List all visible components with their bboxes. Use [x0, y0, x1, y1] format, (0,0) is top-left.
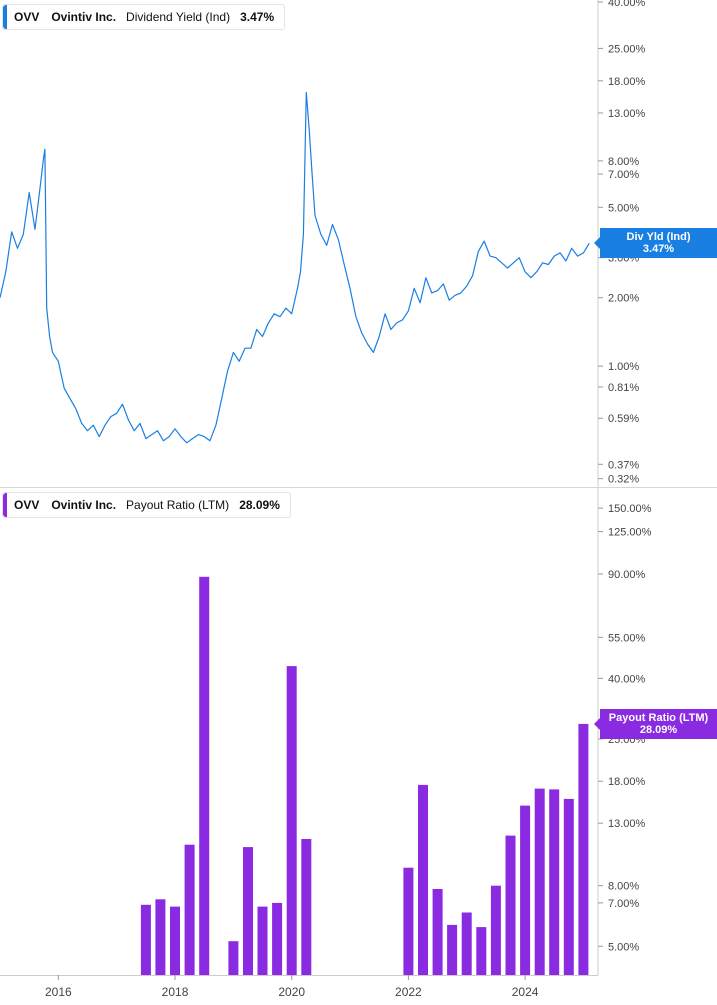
payout-bar [520, 805, 531, 975]
top-panel-y-ticks: 40.00%25.00%18.00%13.00%8.00%7.00%5.00%3… [598, 0, 646, 486]
yield-y-tick-label: 2.00% [608, 293, 639, 305]
payout-y-tick-label: 5.00% [608, 941, 639, 953]
yield-y-tick-label: 0.37% [608, 459, 639, 471]
payout-bar [140, 904, 151, 975]
payout-bar [272, 902, 283, 975]
dividend-yield-line [0, 91, 590, 444]
payout-y-tick-label: 18.00% [608, 776, 646, 788]
payout-y-tick-label: 13.00% [608, 818, 646, 830]
payout-bar [549, 789, 560, 975]
legend-ticker: OVV [14, 498, 40, 512]
payout-bar [418, 784, 428, 975]
payout-bar [432, 889, 443, 975]
payout-bar [461, 912, 472, 975]
payout-bar [578, 723, 589, 975]
legend-company: Ovintiv Inc. [51, 10, 117, 24]
badge-value: 28.09% [639, 724, 678, 736]
yield-y-tick-label: 0.32% [608, 474, 639, 486]
x-tick-label: 2020 [278, 985, 305, 999]
payout-y-tick-label: 40.00% [608, 673, 646, 685]
yield-y-tick-label: 0.81% [608, 382, 639, 394]
payout-bar [403, 867, 414, 975]
x-tick-label: 2022 [395, 985, 422, 999]
payout-bar [257, 906, 268, 975]
badge-value: 3.47% [642, 243, 675, 255]
badge-label: Div Yld (Ind) [626, 231, 691, 243]
legend-ticker: OVV [14, 10, 40, 24]
payout-bar [301, 839, 312, 975]
payout-bar [505, 835, 516, 975]
x-tick-label: 2016 [45, 985, 72, 999]
dividend-yield-swatch [3, 5, 7, 29]
yield-y-tick-label: 18.00% [608, 76, 646, 88]
x-tick-label: 2024 [512, 985, 539, 999]
legend-company: Ovintiv Inc. [51, 498, 117, 512]
dividend-yield-value-badge: Div Yld (Ind) 3.47% [594, 228, 717, 258]
bottom-panel-y-ticks: 150.00%125.00%90.00%55.00%40.00%25.00%18… [598, 503, 652, 953]
legend-value: 3.47% [240, 10, 275, 24]
payout-ratio-bars [140, 576, 589, 975]
payout-ratio-swatch [3, 493, 7, 517]
payout-bar [199, 576, 210, 975]
legend-metric: Payout Ratio (LTM) [126, 498, 230, 512]
payout-bar [184, 844, 195, 975]
payout-y-tick-label: 7.00% [608, 898, 639, 910]
payout-bar [228, 941, 239, 975]
payout-bar [170, 906, 180, 975]
payout-y-tick-label: 125.00% [608, 527, 652, 539]
yield-y-tick-label: 8.00% [608, 156, 639, 168]
legend-value: 28.09% [239, 498, 280, 512]
yield-y-tick-label: 0.59% [608, 413, 639, 425]
payout-bar [447, 924, 458, 975]
payout-bar [476, 927, 487, 975]
badge-label: Payout Ratio (LTM) [608, 712, 709, 724]
payout-bar [490, 885, 501, 975]
yield-y-tick-label: 1.00% [608, 361, 639, 373]
yield-y-tick-label: 5.00% [608, 202, 639, 214]
payout-ratio-panel: 150.00%125.00%90.00%55.00%40.00%25.00%18… [140, 488, 652, 975]
payout-bar [563, 798, 574, 975]
payout-y-tick-label: 8.00% [608, 881, 639, 893]
yield-y-tick-label: 13.00% [608, 108, 646, 120]
dividend-yield-legend[interactable]: OVV Ovintiv Inc. Dividend Yield (Ind) 3.… [2, 4, 286, 30]
payout-bar [243, 847, 253, 975]
payout-ratio-legend[interactable]: OVV Ovintiv Inc. Payout Ratio (LTM) 28.0… [2, 492, 291, 518]
yield-y-tick-label: 25.00% [608, 43, 646, 55]
payout-y-tick-label: 150.00% [608, 503, 652, 515]
payout-bar [534, 788, 545, 975]
x-axis-ticks: 2016 2018 2020 2022 2024 [45, 975, 539, 999]
payout-bar [155, 899, 166, 975]
payout-y-tick-label: 55.00% [608, 632, 646, 644]
dividend-yield-panel: 40.00% 25.00% 18.00% 13.00% 8.00%7.00% 5.00% 3… [0, 0, 646, 487]
payout-y-tick-label: 90.00% [608, 569, 646, 581]
payout-bar [286, 666, 297, 975]
yield-y-tick-label: 40.00% [608, 0, 646, 9]
yield-y-tick-label: 7.00% [608, 169, 639, 181]
x-tick-label: 2018 [162, 985, 189, 999]
legend-metric: Dividend Yield (Ind) [126, 10, 231, 24]
payout-ratio-value-badge: Payout Ratio (LTM) 28.09% [594, 709, 717, 739]
